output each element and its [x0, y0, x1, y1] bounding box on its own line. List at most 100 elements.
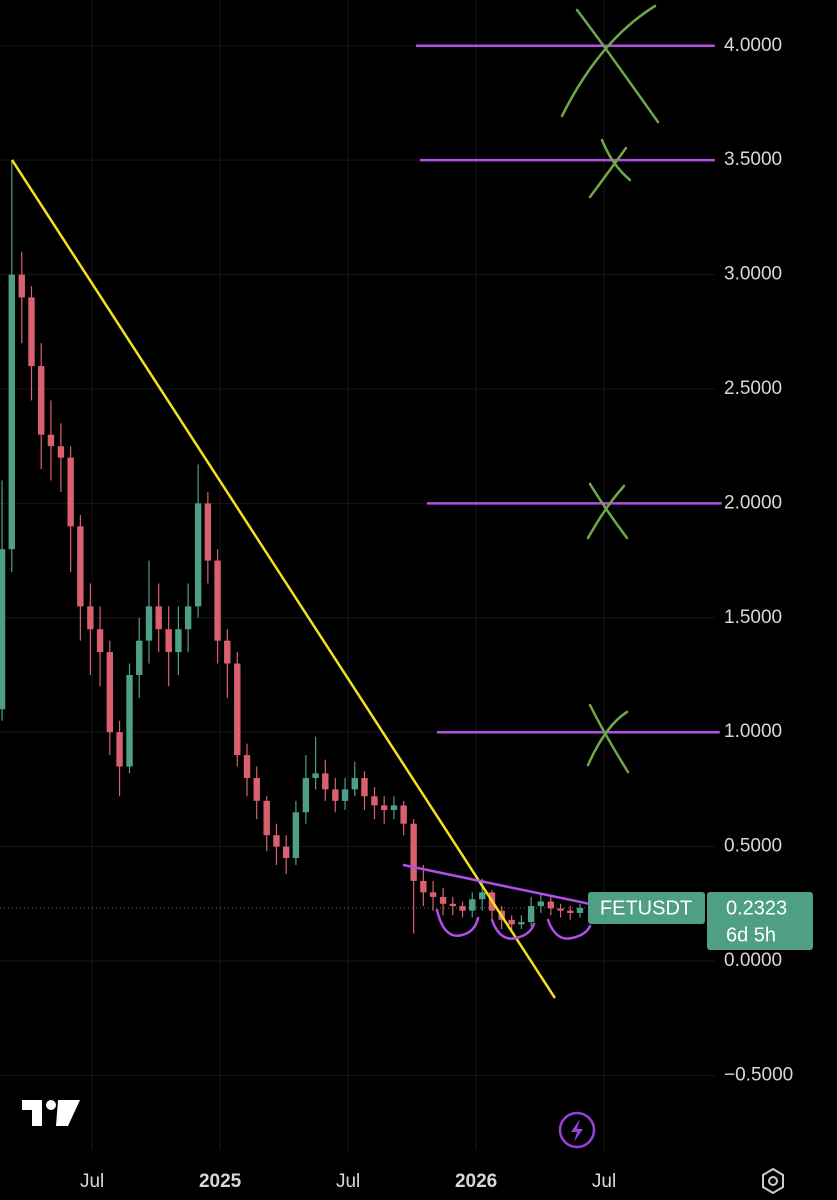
candle-body	[410, 823, 417, 881]
lightning-button[interactable]	[558, 1111, 596, 1149]
settings-icon[interactable]	[762, 1167, 784, 1195]
candle-body	[224, 640, 231, 664]
candle-body	[214, 560, 221, 641]
candle-body	[557, 908, 564, 911]
logo-part	[46, 1100, 56, 1110]
candle-body	[292, 812, 300, 859]
cross	[586, 482, 629, 540]
candle-body	[38, 366, 45, 435]
candle-body	[282, 846, 290, 859]
candle-body	[527, 906, 535, 923]
cross	[586, 703, 630, 774]
logo-part	[22, 1100, 42, 1126]
candle-body	[67, 457, 74, 527]
lightning-icon[interactable]	[571, 1119, 583, 1142]
candle-body	[429, 892, 437, 897]
candle-body	[273, 835, 280, 847]
grid	[0, 0, 715, 1150]
candle-body	[459, 906, 466, 911]
candle-body	[8, 274, 15, 550]
candle-body	[341, 789, 349, 801]
drawings	[10, 44, 722, 999]
candle-body	[184, 606, 192, 630]
candle-body	[381, 805, 388, 810]
settings-button[interactable]	[762, 1167, 784, 1195]
cross	[560, 4, 660, 124]
price-tag: FETUSDT 0.2323 6d 5h	[588, 892, 813, 950]
y-tick-label: 0.5000	[724, 836, 782, 857]
y-tick-label: 1.0000	[724, 721, 782, 742]
last-price: 0.2323	[726, 897, 787, 919]
axis-labels: −0.5000 0.0000 0.5000 1.0000 1.5000 2.0000 2.5…	[80, 35, 793, 1192]
candle-body	[390, 805, 398, 810]
x-tick-label: Jul	[592, 1171, 616, 1192]
candle-body	[263, 800, 270, 836]
y-tick-label: −0.5000	[724, 1064, 793, 1085]
tv-logo	[22, 1100, 80, 1126]
last-price-tag	[707, 892, 813, 950]
candle-body	[194, 503, 202, 607]
candle-body	[371, 796, 378, 806]
candle-body	[400, 805, 407, 824]
countdown: 6d 5h	[726, 924, 776, 946]
candle-body	[508, 919, 515, 925]
y-tick-label: 2.5000	[724, 378, 782, 399]
candle-body	[479, 892, 486, 900]
candle-body	[253, 777, 260, 801]
candle-body	[547, 901, 555, 909]
candle-body	[18, 274, 25, 298]
candle-body	[0, 549, 6, 710]
x-tick-label: 2026	[455, 1171, 497, 1192]
candle-body	[243, 755, 251, 778]
settings-icon-center[interactable]	[768, 1176, 778, 1186]
smile	[435, 908, 480, 937]
symbol-tag	[588, 892, 705, 924]
smile-marks	[435, 908, 592, 940]
candle-body	[420, 880, 427, 893]
candle-body	[537, 901, 545, 907]
y-tick-label: 3.5000	[724, 149, 782, 170]
candle-body	[77, 526, 84, 607]
smile	[546, 918, 592, 940]
logo-part	[56, 1100, 80, 1126]
x-tick-label: 2025	[199, 1171, 242, 1192]
cross-marks	[560, 4, 660, 774]
candle-body	[351, 777, 358, 790]
candle-body	[28, 297, 35, 367]
candle-body	[567, 910, 574, 913]
x-tick-label: Jul	[336, 1171, 360, 1192]
y-tick-label: 4.0000	[724, 35, 782, 56]
smile	[490, 918, 536, 940]
candle-body	[175, 629, 182, 653]
symbol: FETUSDT	[600, 897, 692, 919]
candle-body	[234, 663, 241, 756]
candle-body	[518, 922, 525, 925]
candle-body	[322, 773, 329, 790]
y-tick-label: 0.0000	[724, 950, 782, 971]
y-tick-label: 1.5000	[724, 607, 782, 628]
candle-body	[312, 773, 319, 778]
candle-body	[106, 652, 114, 733]
candle-body	[439, 896, 447, 904]
candle-body	[126, 674, 133, 767]
candle-body	[87, 606, 94, 630]
y-tick-label: 3.0000	[724, 264, 782, 285]
cross	[588, 138, 632, 199]
candle-body	[469, 899, 476, 911]
candle-body	[116, 732, 123, 767]
candle-body	[155, 606, 162, 630]
candle-body	[96, 629, 104, 653]
candle-body	[449, 903, 456, 907]
candle-body	[302, 777, 310, 813]
candle-body	[332, 789, 339, 801]
candles	[0, 160, 584, 934]
lightning-circle[interactable]	[558, 1111, 596, 1149]
candle-body	[576, 907, 584, 913]
y-tick-label: 2.0000	[724, 492, 782, 513]
x-tick-label: Jul	[80, 1171, 104, 1192]
candle-body	[165, 629, 172, 653]
candle-body	[57, 446, 65, 458]
candle-body	[136, 640, 143, 675]
